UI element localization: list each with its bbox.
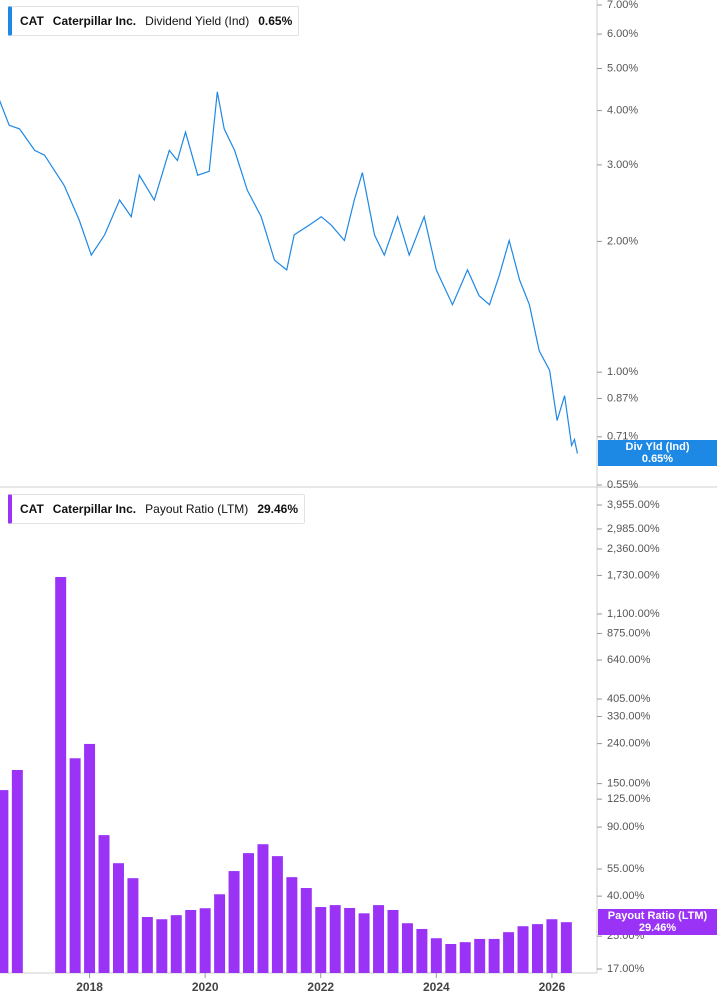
bar — [373, 905, 385, 973]
y-tick-label: 6.00% — [607, 28, 638, 40]
bar — [156, 919, 168, 973]
y-tick-label: 3.00% — [607, 159, 638, 171]
bar — [84, 743, 96, 973]
bar — [69, 758, 81, 973]
y-tick-label: 5.00% — [607, 62, 638, 74]
ticker: CAT — [20, 14, 44, 28]
current-value: 29.46% — [257, 502, 299, 516]
y-tick-label: 40.00% — [607, 890, 645, 902]
bar — [0, 790, 9, 973]
current-value: 0.65% — [258, 14, 293, 28]
y-tick-label: 1,100.00% — [607, 608, 660, 620]
y-tick-label: 875.00% — [607, 627, 651, 639]
bar — [344, 908, 356, 973]
y-tick-label: 55.00% — [607, 863, 645, 875]
y-tick-label: 4.00% — [607, 105, 638, 117]
bar — [185, 909, 197, 973]
y-tick-label: 3,955.00% — [607, 499, 660, 511]
badge-value: 29.46% — [638, 922, 677, 935]
bar — [531, 924, 543, 973]
y-tick-label: 405.00% — [607, 693, 651, 705]
bar — [416, 928, 428, 973]
bar — [271, 856, 283, 973]
x-tick-label: 2022 — [307, 980, 334, 994]
bar — [329, 905, 341, 973]
x-tick-label: 2018 — [76, 980, 103, 994]
bar — [488, 938, 500, 973]
x-tick-label: 2024 — [423, 980, 450, 994]
y-tick-label: 125.00% — [607, 793, 651, 805]
value-badge: Payout Ratio (LTM) 29.46% — [598, 909, 717, 936]
bar — [546, 919, 558, 973]
y-tick-label: 330.00% — [607, 710, 651, 722]
bar — [112, 863, 124, 973]
badge-name: Payout Ratio (LTM) — [607, 910, 708, 923]
series-name: Payout Ratio (LTM) — [145, 502, 249, 516]
bar — [358, 913, 370, 973]
series-name: Dividend Yield (Ind) — [145, 14, 250, 28]
bar — [300, 888, 312, 973]
y-tick-label: 1.00% — [607, 366, 638, 378]
bar — [503, 932, 515, 973]
bar — [243, 853, 254, 973]
bar — [98, 835, 110, 973]
legend: CAT Caterpillar Inc. Payout Ratio (LTM) … — [8, 494, 306, 524]
bar — [560, 922, 572, 973]
badge-name: Div Yld (Ind) — [625, 441, 690, 454]
y-tick-label: 240.00% — [607, 737, 651, 749]
bar — [228, 871, 240, 973]
y-tick-label: 1,730.00% — [607, 569, 660, 581]
x-tick-label: 2020 — [192, 980, 219, 994]
y-tick-label: 90.00% — [607, 821, 645, 833]
line — [0, 91, 578, 454]
bar — [286, 877, 298, 973]
y-tick-label: 640.00% — [607, 654, 651, 666]
bar — [459, 942, 471, 973]
legend: CAT Caterpillar Inc. Dividend Yield (Ind… — [8, 6, 300, 36]
bar — [445, 944, 457, 973]
y-tick-label: 17.00% — [607, 963, 645, 975]
value-badge: Div Yld (Ind) 0.65% — [598, 440, 717, 467]
bar — [401, 923, 413, 973]
y-tick-label: 2,985.00% — [607, 523, 660, 535]
bar — [474, 938, 486, 973]
company: Caterpillar Inc. — [52, 502, 137, 516]
bar — [214, 894, 226, 973]
badge-value: 0.65% — [641, 453, 674, 466]
bar — [55, 576, 67, 973]
y-tick-label: 7.00% — [607, 0, 638, 11]
y-tick-label: 150.00% — [607, 778, 651, 790]
bar — [257, 844, 269, 973]
bar — [387, 909, 399, 973]
bar — [517, 926, 529, 973]
bar — [11, 769, 23, 973]
bar — [315, 907, 327, 973]
company: Caterpillar Inc. — [52, 14, 137, 28]
y-tick-label: 0.55% — [607, 479, 638, 491]
bar — [170, 915, 182, 973]
bar — [127, 878, 139, 973]
bar — [199, 908, 211, 973]
x-tick-label: 2026 — [539, 980, 566, 994]
ticker: CAT — [20, 502, 44, 516]
y-tick-label: 2,360.00% — [607, 543, 660, 555]
y-tick-label: 0.71% — [607, 431, 638, 443]
y-tick-label: 2.00% — [607, 235, 638, 247]
bar — [141, 917, 153, 973]
y-tick-label: 0.87% — [607, 392, 638, 404]
bar — [430, 938, 442, 973]
